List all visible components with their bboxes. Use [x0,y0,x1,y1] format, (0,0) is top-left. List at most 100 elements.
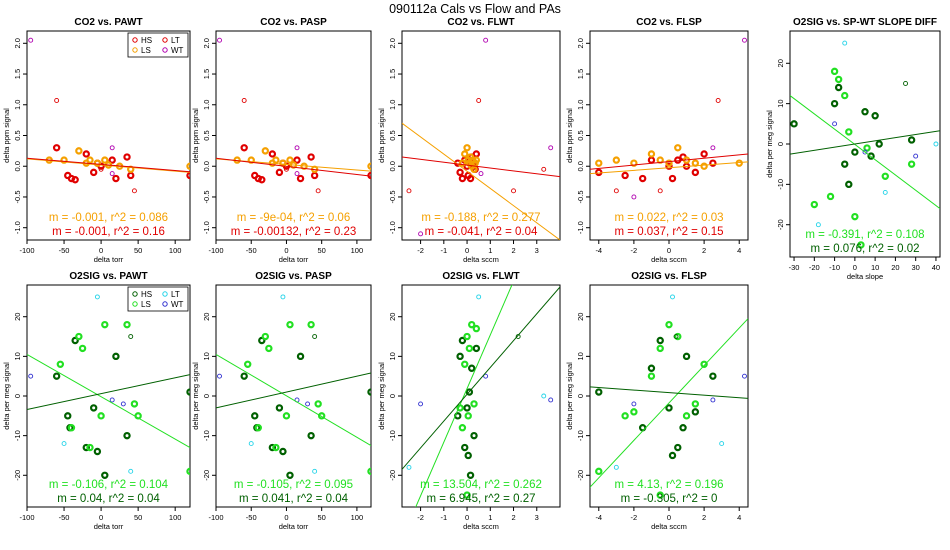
y-tick-label: -1.0 [202,221,211,234]
data-point [742,37,747,43]
data-point [458,336,467,345]
data-point [630,408,638,416]
legend-label: WT [171,300,184,309]
data-point [710,397,716,403]
data-point [670,294,675,300]
data-point [315,188,321,194]
fit-annotation: m = -0.305, r^2 = 0 [621,493,718,505]
data-point [28,373,34,379]
chart-panel-2: CO2 vs. PASP -100 -50 0 50 100 -1.0 -0.5 0.0 0.5 1… [191,17,372,264]
x-tick-label: 40 [932,263,940,272]
fit-line [216,353,371,446]
y-tick-label: 10 [13,352,22,360]
data-point [109,397,115,403]
data-point [93,159,102,167]
data-point [456,352,464,361]
data-point [89,404,98,412]
data-point [294,171,300,177]
data-point [108,156,116,164]
chart-title: O2SIG vs. PAWT [69,271,147,282]
x-tick-label: -100 [19,246,34,255]
data-point [719,441,725,447]
data-point [279,447,287,456]
fit-line [216,157,371,177]
data-point [186,388,190,396]
data-point [881,172,889,180]
fit-annotation: m = 4.13, r^2 = 0.196 [615,479,724,491]
data-point [810,200,819,209]
data-point [465,344,474,353]
data-point [128,334,134,339]
data-point [282,412,291,420]
x-tick-label: 30 [912,263,920,272]
data-point [476,98,482,103]
y-axis-label: delta per meg signal [565,362,574,430]
data-point [875,140,883,148]
data-point [284,166,289,172]
fit-annotation: m = -0.001, r^2 = 0.086 [49,212,168,224]
data-point [418,231,424,237]
fit-annotation: m = -0.041, r^2 = 0.04 [425,226,538,238]
data-point [186,162,190,170]
data-point [882,189,888,195]
data-point [275,404,284,412]
fit-annotation: m = 0.041, r^2 = 0.04 [239,493,349,505]
data-point [630,159,638,167]
x-tick-label: -50 [59,246,70,255]
data-point [464,412,472,420]
data-point [478,171,484,177]
data-point [472,344,481,353]
data-point [312,334,318,339]
y-axis-label: delta ppm signal [2,108,11,163]
data-point [595,159,603,167]
x-tick-label: 0 [99,246,103,255]
x-tick-label: 4 [737,246,741,255]
legend-label: LT [171,290,180,299]
data-point [406,188,412,194]
legend-marker [162,291,168,297]
data-point [790,120,798,128]
x-tick-label: 100 [351,246,364,255]
legend-box [127,286,189,312]
x-tick-label: -2 [417,513,424,522]
data-point [367,388,371,396]
x-tick-label: -50 [59,513,70,522]
data-point [296,174,305,183]
fit-line [590,153,748,170]
chart-panel-7: O2SIG vs. PASP-100 -50 0 50 100-20-1001020de… [191,271,372,531]
x-axis-label: delta sccm [651,522,687,531]
x-tick-label: 0 [465,246,469,255]
data-point [463,491,471,499]
data-point [826,192,835,201]
fit-annotation: m = -9e-04, r^2 = 0.06 [237,212,350,224]
y-tick-label: 0 [202,394,211,398]
fit-line [790,95,940,209]
x-tick-label: 2 [511,246,515,255]
data-point [834,75,843,84]
x-tick-label: 0 [667,513,671,522]
data-point [458,424,467,432]
data-point [691,408,700,416]
data-point [120,401,126,407]
x-axis-label: delta torr [279,522,309,531]
data-point [286,471,294,479]
data-point [691,159,700,167]
data-point [186,171,190,180]
data-point [101,471,109,479]
x-tick-label: 100 [351,513,364,522]
y-tick-label: -1.0 [13,221,22,234]
data-point [841,160,849,168]
x-tick-label: -4 [595,246,602,255]
data-point [461,150,469,158]
x-tick-label: 2 [702,246,706,255]
data-point [541,166,547,172]
legend-marker [162,47,168,53]
x-tick-label: 0 [284,513,288,522]
fit-annotation: m = 0.04, r^2 = 0.04 [57,493,160,505]
data-point [258,176,266,184]
chart-panel-5: O2SIG vs. SP-WT SLOPE DIFF -30 -20 -10 0 10 20… [765,17,941,281]
fit-line [590,161,748,175]
x-tick-label: -100 [208,513,223,522]
